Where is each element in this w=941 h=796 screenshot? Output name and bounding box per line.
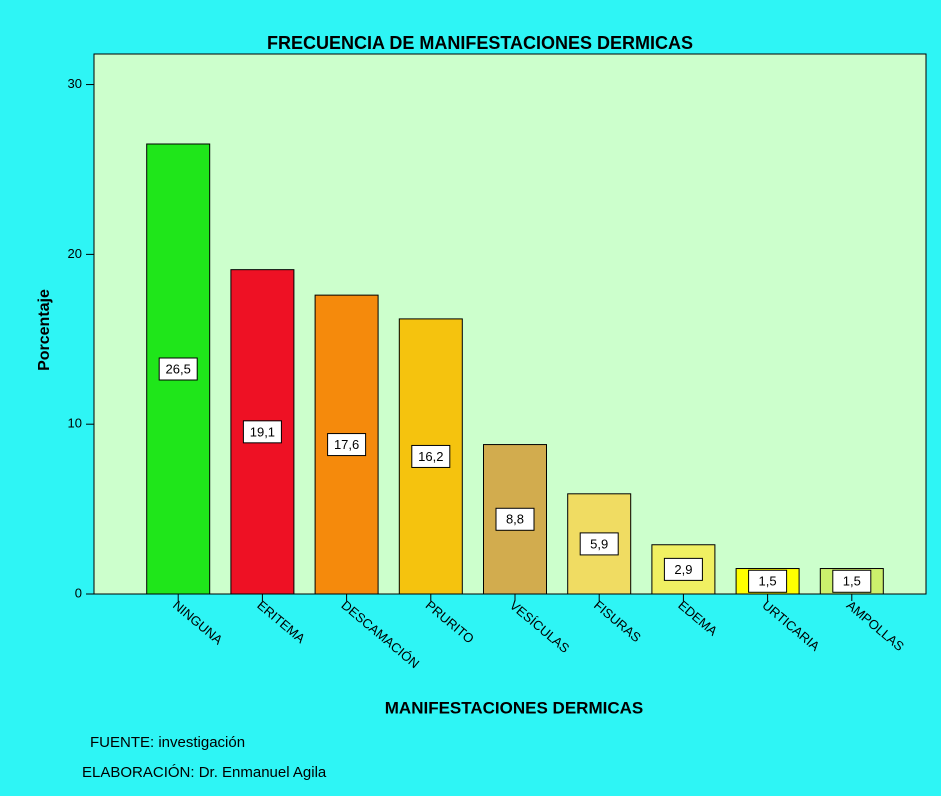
source-note: FUENTE: investigación <box>90 734 245 751</box>
value-label-box <box>748 569 788 593</box>
value-label-box <box>158 357 198 381</box>
y-axis-label: Porcentaje <box>36 289 53 371</box>
y-tick-label: 20 <box>68 246 82 261</box>
value-label: 1,5 <box>759 574 777 589</box>
value-label: 1,5 <box>843 574 861 589</box>
value-label: 2,9 <box>674 562 692 577</box>
y-tick-label: 0 <box>75 585 82 600</box>
x-axis-label: MANIFESTACIONES DERMICAS <box>385 698 643 717</box>
value-label-box <box>411 444 451 468</box>
value-label: 8,8 <box>506 512 524 527</box>
value-label-box <box>242 420 282 444</box>
value-label: 5,9 <box>590 536 608 551</box>
author-note: ELABORACIÓN: Dr. Enmanuel Agila <box>82 764 327 781</box>
value-label-box <box>327 433 367 457</box>
value-label: 26,5 <box>166 361 191 376</box>
value-label-box <box>495 507 535 531</box>
y-tick-label: 30 <box>68 76 82 91</box>
value-label-box <box>579 532 619 556</box>
value-label-box <box>832 569 872 593</box>
y-tick-label: 10 <box>68 416 82 431</box>
value-label: 17,6 <box>334 437 359 452</box>
value-label: 19,1 <box>250 424 275 439</box>
value-label: 16,2 <box>418 449 443 464</box>
chart-title: FRECUENCIA DE MANIFESTACIONES DERMICAS <box>267 33 693 53</box>
value-label-box <box>663 557 703 581</box>
